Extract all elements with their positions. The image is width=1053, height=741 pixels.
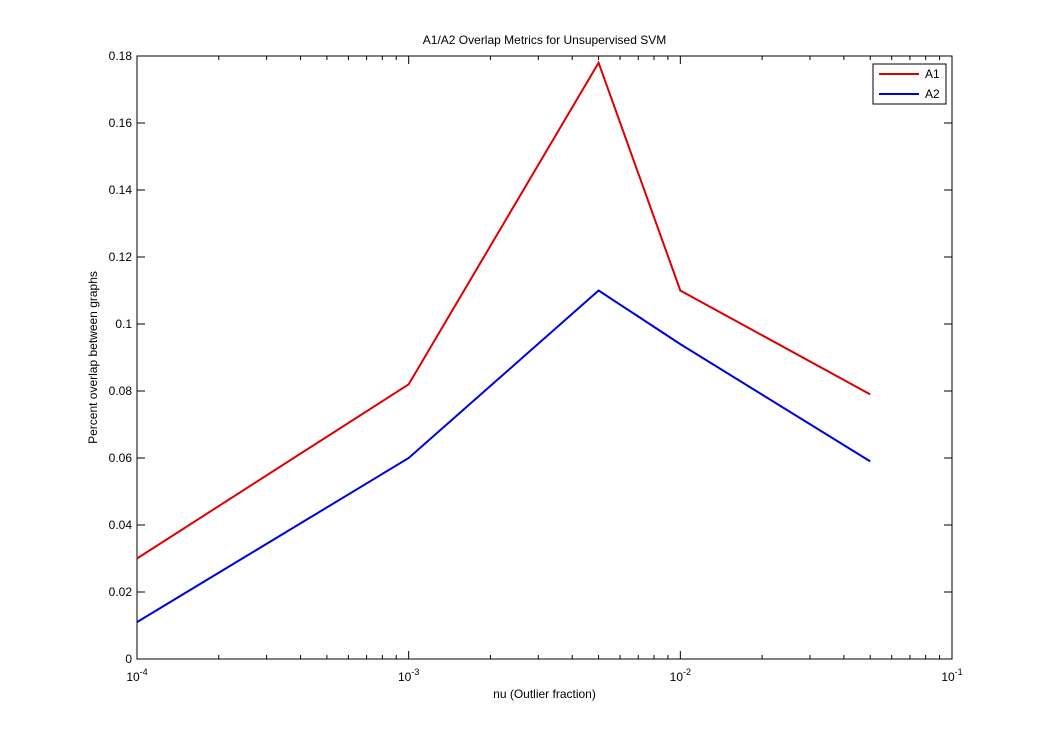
x-tick-base: 10 [398,670,412,684]
x-tick-base: 10 [941,670,955,684]
x-tick-base: 10 [670,670,684,684]
series-line-a1 [136,60,871,560]
y-tick-label: 0.16 [109,116,133,130]
x-tick-exponent: -3 [411,667,419,677]
y-tick-label: 0.12 [109,250,133,264]
x-axis-ticks: 10-4 10-3 10-2 10-1 [126,56,963,684]
minor-ticks [218,56,941,659]
y-axis-label: Percent overlap between graphs [86,271,100,444]
x-tick-exponent: -4 [140,667,148,677]
y-axis-ticks: 0 0.02 0.04 0.06 0.08 0.1 0.12 0.14 0.16 0.18 [109,49,952,666]
series-lines [136,60,871,623]
legend-label-a2: A2 [925,87,940,101]
y-tick-label: 0.02 [109,585,133,599]
y-tick-label: 0.14 [109,183,133,197]
x-tick-label: 10-2 [670,667,691,684]
x-tick-base: 10 [126,670,140,684]
chart-title: A1/A2 Overlap Metrics for Unsupervised S… [423,33,666,47]
legend-label-a1: A1 [925,67,940,81]
plot-area [136,55,953,660]
legend: A1 A2 [872,63,947,105]
x-tick-label: 10-3 [398,667,419,684]
y-tick-label: 0.08 [109,384,133,398]
y-tick-label: 0 [125,652,132,666]
x-tick-exponent: -1 [955,667,963,677]
y-tick-label: 0.18 [109,49,133,63]
x-axis-label: nu (Outlier fraction) [493,687,596,701]
x-tick-exponent: -2 [683,667,691,677]
series-line-a2 [136,289,871,623]
x-tick-label: 10-1 [941,667,962,684]
x-tick-label: 10-4 [126,667,147,684]
y-tick-label: 0.06 [109,451,133,465]
y-tick-label: 0.04 [109,518,133,532]
legend-box [872,63,947,105]
y-tick-label: 0.1 [115,317,132,331]
